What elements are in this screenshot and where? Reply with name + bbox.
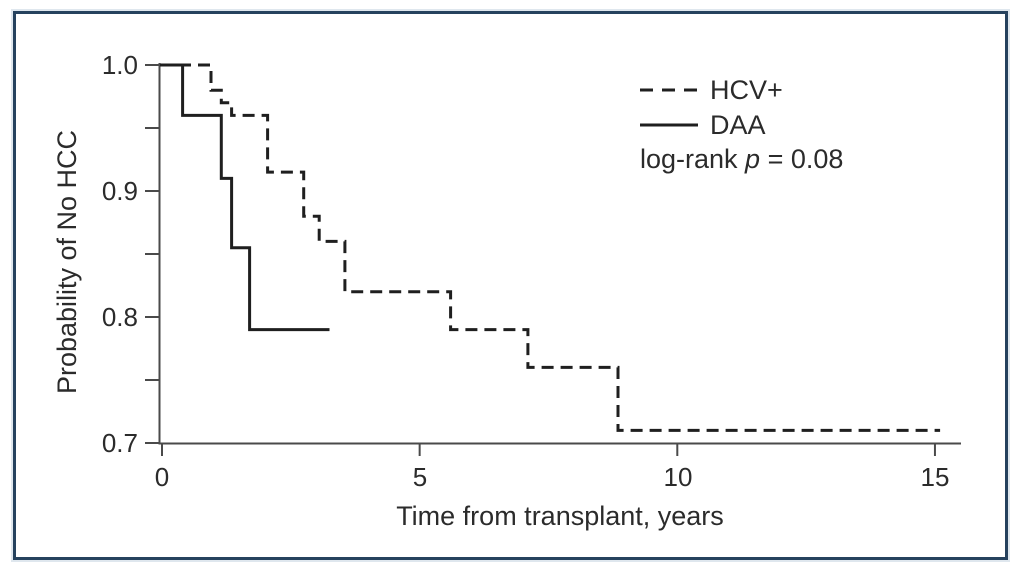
daa-curve bbox=[160, 63, 330, 332]
hcv-curve bbox=[160, 63, 941, 432]
x-tick-label: 0 bbox=[154, 462, 170, 492]
y-tick-label: 0.7 bbox=[101, 428, 138, 458]
x-tick-label: 10 bbox=[663, 462, 693, 492]
log-rank-annotation: log-rank p = 0.08 bbox=[640, 143, 843, 175]
y-axis-label: Probability of No HCC bbox=[52, 129, 82, 395]
log-rank-prefix: log-rank bbox=[640, 144, 746, 174]
legend-label-hcv: HCV+ bbox=[710, 75, 783, 105]
y-tick-label: 0.9 bbox=[101, 176, 138, 206]
x-tick-label: 5 bbox=[412, 462, 428, 492]
legend-label-daa: DAA bbox=[710, 110, 766, 140]
p-symbol: p bbox=[745, 144, 761, 174]
p-value: = 0.08 bbox=[760, 144, 844, 174]
y-tick-label: 0.8 bbox=[101, 302, 138, 332]
y-tick-label: 1.0 bbox=[101, 50, 138, 80]
x-axis-label: Time from transplant, years bbox=[396, 501, 724, 531]
x-tick-label: 15 bbox=[920, 462, 950, 492]
figure-border bbox=[13, 11, 1008, 560]
